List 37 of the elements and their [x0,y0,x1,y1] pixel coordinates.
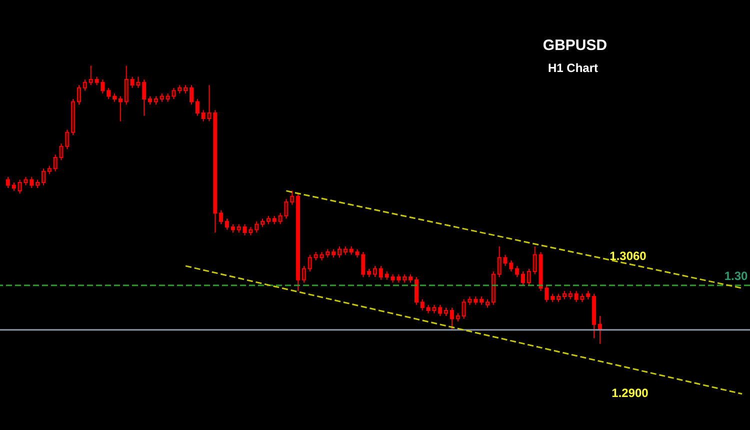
text: 1.2900 [612,386,649,400]
candlestick [308,254,312,272]
candlestick [521,270,525,286]
annotation: 1.3060 [610,249,647,263]
candlestick [526,268,531,286]
chart-title: GBPUSD [542,37,608,54]
candlestick [189,84,194,106]
candlestick [82,79,87,92]
candlestick [225,218,229,230]
candlestick [532,246,537,275]
candlestick [438,304,442,317]
candlestick [88,65,93,86]
candlestick [414,276,418,306]
candlestick [378,265,383,280]
candlestick [118,96,122,122]
candlestick [420,298,424,311]
annotation: 1.30 [724,269,748,283]
candlestick [290,190,294,206]
candlestick [6,176,10,189]
candlestick [373,265,377,278]
candlestick [302,265,306,284]
candlestick [142,79,146,116]
candlestick [515,265,520,278]
candlestick [124,65,128,106]
candlestick [509,260,514,272]
candlestick [195,98,200,116]
candlestick [450,307,454,330]
candlestick [337,246,342,258]
candlestick [65,129,70,150]
candlestick [41,168,46,186]
candlestick [30,176,34,189]
candlestick [361,252,366,278]
candlestick [254,220,259,234]
candlestick [106,87,111,100]
chart-subtitle: H1 Chart [548,61,598,75]
candlestick [77,84,81,106]
candlestick [219,210,224,225]
